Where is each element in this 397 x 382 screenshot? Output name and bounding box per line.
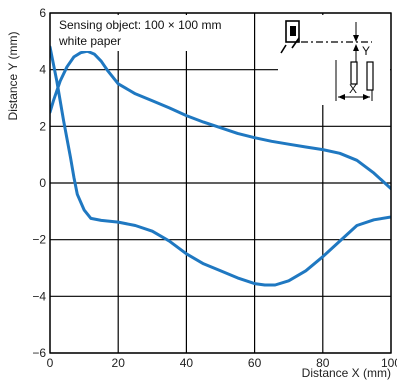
target-object-icon bbox=[350, 61, 358, 85]
x-tick-label: 100 bbox=[381, 356, 397, 370]
inset-y-label: Y bbox=[362, 44, 370, 58]
inset-x-label: X bbox=[349, 82, 357, 96]
y-tick-label: −2 bbox=[32, 233, 46, 247]
y-tick-label: 4 bbox=[39, 63, 46, 77]
inset-diagram: Y X bbox=[278, 15, 390, 105]
x-tick-label: 80 bbox=[316, 356, 330, 370]
annotation-line-2: white paper bbox=[58, 34, 121, 48]
y-tick-label: 2 bbox=[39, 119, 46, 133]
y-tick-label: 6 bbox=[39, 6, 46, 20]
x-tick-label: 0 bbox=[47, 356, 54, 370]
series-line-1 bbox=[50, 49, 391, 191]
x-tick-labels: 0 20 40 60 80 100 bbox=[47, 356, 397, 370]
y-tick-label: −6 bbox=[32, 346, 46, 360]
x-tick-label: 20 bbox=[112, 356, 126, 370]
x-tick-label: 40 bbox=[180, 356, 194, 370]
y-tick-labels: −6 −4 −2 0 2 4 6 bbox=[32, 6, 46, 360]
annotation-box: Sensing object: 100 × 100 mm white paper bbox=[54, 15, 250, 51]
annotation-line-1: Sensing object: 100 × 100 mm bbox=[59, 18, 221, 32]
y-axis-title: Distance Y (mm) bbox=[6, 32, 20, 121]
sensor-icon bbox=[280, 20, 300, 54]
series-line-2 bbox=[50, 45, 391, 287]
y-tick-label: 0 bbox=[39, 176, 46, 190]
x-axis-title: Distance X (mm) bbox=[302, 366, 391, 380]
x-tick-label: 60 bbox=[248, 356, 262, 370]
series-group bbox=[50, 45, 391, 287]
y-tick-label: −4 bbox=[32, 289, 46, 303]
plot-frame bbox=[49, 12, 392, 354]
